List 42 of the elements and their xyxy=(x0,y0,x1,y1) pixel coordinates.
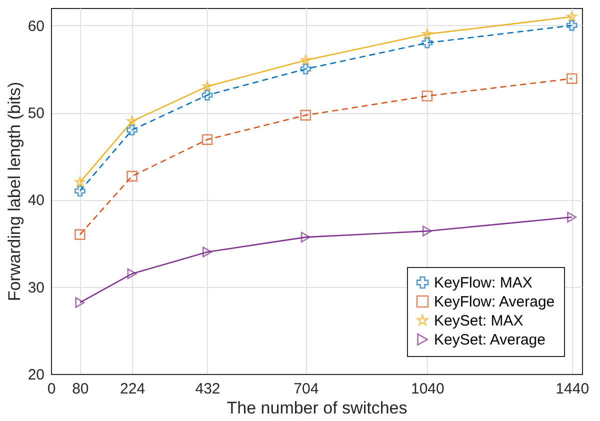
point xyxy=(74,186,86,196)
point xyxy=(566,11,578,22)
point xyxy=(74,176,86,187)
y-axis-title: Forwarding label length (bits) xyxy=(4,82,24,302)
point xyxy=(422,37,433,48)
x-tick-label: 1440 xyxy=(556,380,590,398)
y-tick-label: 20 xyxy=(28,366,44,384)
point xyxy=(300,54,311,65)
legend-label: KeySet: Average xyxy=(434,332,546,348)
y-tick-label: 40 xyxy=(28,192,44,210)
x-tick-label: 1040 xyxy=(411,380,444,398)
x-tick-label: 80 xyxy=(72,380,89,398)
point xyxy=(127,268,137,280)
point xyxy=(566,20,578,31)
point xyxy=(202,134,213,145)
point xyxy=(422,226,432,236)
legend-label: KeyFlow: MAX xyxy=(434,274,532,292)
point xyxy=(300,64,312,74)
x-tick-label: 704 xyxy=(294,380,319,398)
x-tick-label: 432 xyxy=(195,380,220,398)
point xyxy=(202,81,212,91)
legend-label: KeyFlow: Average xyxy=(434,294,555,310)
x-tick-label: 224 xyxy=(120,380,146,398)
point xyxy=(202,90,213,101)
point xyxy=(300,232,310,243)
point xyxy=(74,229,86,240)
point xyxy=(126,124,138,136)
y-tick-label: 50 xyxy=(28,105,44,122)
point xyxy=(126,170,138,182)
point xyxy=(566,73,578,84)
point xyxy=(126,116,138,126)
y-tick-label: 60 xyxy=(28,18,44,35)
point xyxy=(202,246,212,258)
point xyxy=(422,90,433,102)
x-tick-label: 0 xyxy=(47,380,56,398)
point xyxy=(567,212,577,223)
y-tick-label: 30 xyxy=(28,279,44,296)
point xyxy=(422,28,432,39)
point xyxy=(300,110,312,121)
legend-label: KeySet: MAX xyxy=(434,312,524,330)
point xyxy=(75,297,85,308)
x-axis-title: The number of switches xyxy=(226,398,408,418)
